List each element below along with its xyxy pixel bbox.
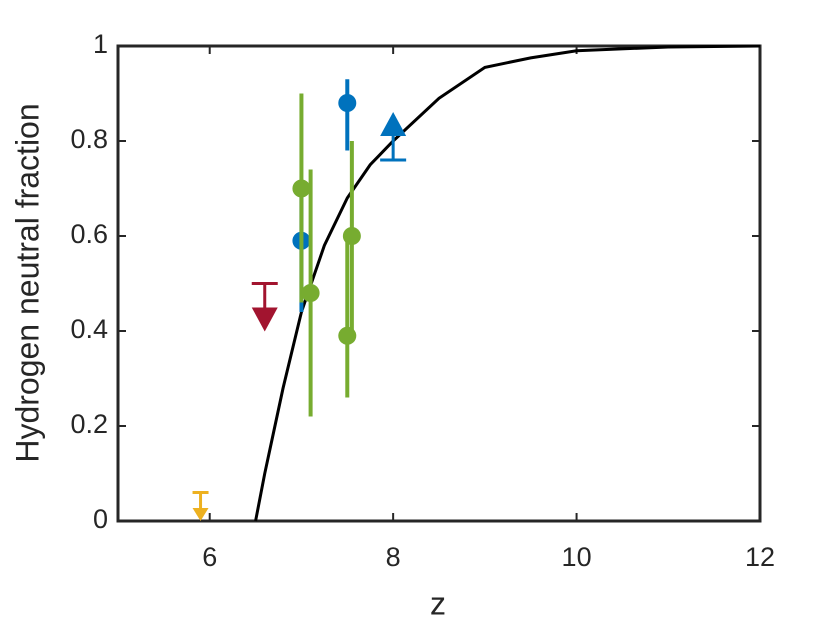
y-tick-label: 0.4 [70,314,108,344]
x-tick-label: 10 [562,542,592,572]
data-point [292,179,311,198]
limit-arrow [192,508,209,521]
x-tick-label: 12 [745,542,775,572]
model-curve [254,44,761,522]
data-point [338,94,357,112]
x-axis-label: z [430,585,446,621]
data-point [301,284,320,302]
x-tick-label: 6 [202,542,217,572]
limit-arrow [251,307,278,332]
plot-frame [116,44,762,523]
x-tick-label: 8 [386,542,401,572]
limit-arrow [380,112,407,136]
y-tick-label: 0.8 [70,124,108,154]
y-tick-label: 0 [93,504,108,534]
y-tick-label: 1 [93,29,108,59]
data-point [338,326,357,345]
y-axis-label: Hydrogen neutral fraction [9,103,45,462]
y-tick-label: 0.6 [70,219,108,249]
y-tick-label: 0.2 [70,409,108,439]
